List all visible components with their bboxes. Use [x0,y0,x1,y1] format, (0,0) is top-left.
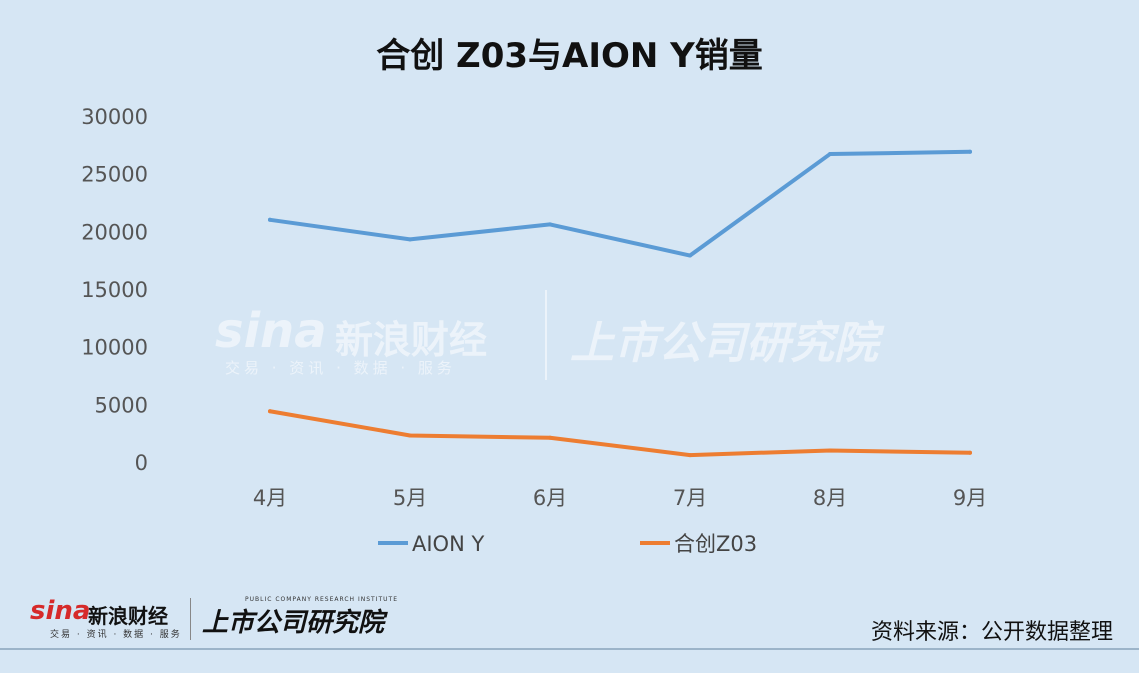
chart-title: 合创 Z03与AION Y销量 [376,36,763,76]
x-tick-label: 8月 [813,486,847,510]
data-point [408,237,412,242]
data-point [268,217,272,222]
data-point [688,253,692,258]
y-tick-label: 0 [135,451,148,475]
data-point [408,433,412,438]
footer-column: 上市公司研究院 [202,608,385,638]
x-tick-label: 6月 [533,486,567,510]
legend: AION Y 合创Z03 [378,532,757,556]
footer-brand-sub: 交易 · 资讯 · 数据 · 服务 [50,630,182,640]
y-tick-label: 25000 [81,163,148,187]
x-tick-label: 7月 [673,486,707,510]
x-tick-label: 5月 [393,486,427,510]
footer-divider-line [0,648,1139,650]
x-tick-label: 9月 [953,486,987,510]
data-point [828,448,832,453]
series-line-0 [268,149,972,258]
data-point [268,409,272,414]
x-axis: 4月 5月 6月 7月 8月 9月 [253,486,987,510]
series-lines [268,149,972,458]
y-tick-label: 10000 [81,336,148,360]
legend-label: 合创Z03 [674,532,757,556]
footer-sina-logo: sina [30,596,91,626]
x-tick-label: 4月 [253,486,287,510]
y-axis: 0 5000 10000 15000 20000 25000 30000 [81,105,148,475]
data-point [548,435,552,440]
data-point [968,450,972,455]
series-line-1 [268,409,972,458]
source-note: 资料来源：公开数据整理 [870,620,1113,645]
data-point [548,222,552,227]
y-tick-label: 5000 [95,393,148,417]
data-point [828,152,832,157]
y-tick-label: 30000 [81,105,148,129]
legend-label: AION Y [412,532,484,556]
footer-column-en: PUBLIC COMPANY RESEARCH INSTITUTE [245,596,398,603]
footer-divider [190,598,191,640]
footer-logo: sina 新浪财经 交易 · 资讯 · 数据 · 服务 PUBLIC COMPA… [30,596,410,644]
data-point [968,149,972,154]
y-tick-label: 20000 [81,220,148,244]
data-point [688,453,692,458]
y-tick-label: 15000 [81,278,148,302]
footer-brand-cn: 新浪财经 [88,604,168,628]
